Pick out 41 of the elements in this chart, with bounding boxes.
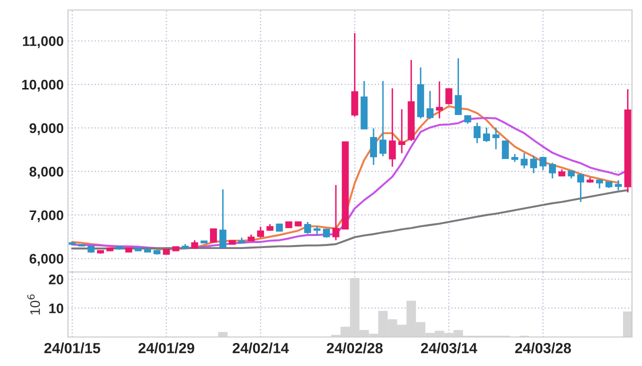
x-tick-label: 24/02/28 [326,342,383,354]
y-tick-label: 8,000 [30,166,64,179]
candlestick [492,126,500,150]
candlestick [370,128,378,166]
candlestick [257,226,264,238]
x-tick-label: 24/01/15 [44,342,100,354]
x-tick-label: 24/03/28 [515,342,571,354]
y-tick-label: 6,000 [30,254,64,266]
x-tick-label: 24/02/14 [232,342,289,354]
x-tick-label: 24/03/14 [420,342,478,354]
candlestick [614,179,622,191]
candlestick [304,221,312,234]
x-tick-label: 24/01/29 [138,342,194,354]
candlestick [548,162,556,180]
candlestick [219,188,226,249]
candlestick [314,226,321,236]
y-axis-title: 10$^{6}$ [27,294,40,315]
candlestick [398,108,406,154]
candlestick [388,88,396,168]
candlestick [332,184,340,241]
candlestick [530,155,538,174]
y-tick-label: 10 [49,303,64,314]
candlestick [540,156,546,171]
candlestick [520,152,528,170]
candlestick [436,80,443,120]
y-tick-label: 20 [48,274,64,284]
line-series [71,189,629,250]
y-tick-label: 7,000 [30,210,64,222]
candlestick [351,32,358,118]
candlestick [426,90,434,120]
candlestick [502,140,509,159]
y-tick-label: 10,000 [22,80,64,92]
y-tick-label: 11,000 [22,36,64,48]
candlestick [454,58,462,116]
candlestick [577,172,584,203]
candlestick [379,80,386,157]
candlestick [483,126,490,143]
candlestick [445,88,452,106]
candlestick [210,228,217,244]
candlestick [474,122,481,144]
y-tick-label: 9,000 [30,123,64,136]
